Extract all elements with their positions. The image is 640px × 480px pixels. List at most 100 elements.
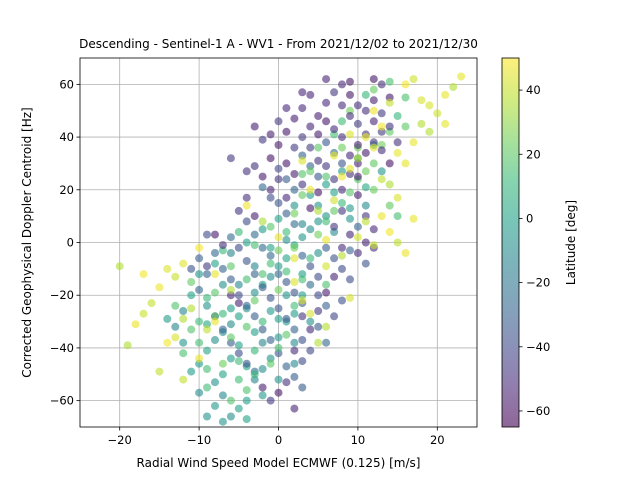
data-point — [298, 220, 307, 229]
data-point — [298, 104, 307, 113]
data-point — [211, 288, 219, 297]
data-point — [226, 354, 235, 363]
data-point — [274, 388, 283, 397]
data-point — [274, 175, 283, 184]
data-point — [306, 185, 315, 194]
colorbar-tick-label: −40 — [526, 340, 550, 354]
y-tick-label: −60 — [50, 394, 74, 408]
data-point — [369, 241, 378, 250]
data-point — [322, 288, 331, 297]
data-point — [306, 346, 315, 355]
data-point — [290, 404, 299, 413]
x-axis-label: Radial Wind Speed Model ECMWF (0.125) [m… — [137, 456, 421, 470]
data-point — [369, 225, 378, 234]
data-point — [218, 241, 227, 250]
data-point — [449, 83, 458, 91]
data-point — [322, 180, 331, 189]
data-point — [338, 243, 346, 252]
data-point — [218, 391, 227, 400]
data-point — [417, 96, 426, 105]
data-point — [123, 341, 132, 350]
data-point — [369, 106, 378, 115]
data-point — [282, 378, 291, 387]
data-point — [274, 270, 283, 279]
data-point — [282, 159, 291, 168]
data-point — [187, 264, 196, 273]
data-point — [306, 262, 315, 271]
y-tick-label: 60 — [59, 77, 74, 91]
data-point — [353, 141, 362, 149]
data-point — [314, 112, 323, 120]
data-point — [211, 270, 219, 279]
data-point — [322, 162, 331, 171]
data-point — [187, 325, 196, 334]
data-point — [226, 320, 235, 329]
y-tick-label: −20 — [50, 288, 74, 302]
data-point — [282, 278, 291, 286]
y-tick-label: 20 — [59, 183, 74, 197]
data-point — [211, 317, 219, 326]
data-point — [377, 212, 386, 221]
data-point — [346, 293, 354, 302]
data-point — [361, 148, 370, 157]
data-point — [314, 143, 323, 152]
data-point — [306, 167, 315, 176]
data-point — [266, 193, 275, 202]
data-point — [338, 143, 346, 152]
data-point — [346, 275, 354, 284]
data-point — [274, 262, 283, 271]
data-point — [226, 396, 235, 405]
data-point — [266, 259, 275, 268]
data-point — [195, 285, 204, 294]
data-point — [298, 180, 307, 189]
data-point — [330, 222, 339, 231]
data-point — [266, 307, 275, 315]
data-point — [353, 119, 362, 128]
data-point — [385, 77, 394, 86]
data-point — [322, 172, 331, 181]
data-point — [218, 417, 227, 426]
data-point — [258, 325, 267, 334]
data-point — [234, 228, 243, 236]
data-point — [131, 320, 140, 329]
data-point — [282, 228, 291, 236]
data-point — [353, 101, 362, 110]
data-point — [338, 264, 346, 273]
data-point — [258, 338, 267, 347]
colorbar-tick-label: 20 — [526, 147, 541, 161]
data-point — [290, 325, 299, 334]
data-point — [266, 396, 275, 405]
data-point — [203, 301, 211, 310]
data-point — [218, 264, 227, 273]
x-tick-label: 0 — [275, 433, 282, 447]
data-point — [369, 85, 378, 94]
data-point — [346, 151, 354, 160]
data-point — [250, 328, 259, 337]
data-point — [171, 272, 180, 281]
data-point — [401, 159, 410, 168]
data-point — [274, 246, 283, 255]
data-point — [361, 238, 370, 247]
data-point — [361, 133, 370, 142]
data-point — [330, 88, 339, 97]
data-point — [290, 170, 299, 178]
data-point — [369, 143, 378, 152]
data-point — [353, 222, 362, 231]
data-point — [242, 193, 251, 202]
data-point — [290, 209, 299, 218]
data-point — [385, 180, 394, 189]
data-point — [322, 117, 331, 126]
data-point — [171, 333, 180, 342]
chart-title: Descending - Sentinel-1 A - WV1 - From 2… — [79, 37, 478, 51]
data-point — [353, 154, 362, 163]
data-point — [139, 309, 148, 318]
data-point — [314, 217, 323, 226]
data-point — [282, 330, 291, 339]
data-point — [258, 383, 267, 392]
data-point — [242, 322, 251, 331]
data-point — [171, 322, 180, 331]
data-point — [234, 357, 243, 366]
y-tick-label: 0 — [67, 236, 74, 250]
data-point — [338, 251, 346, 260]
data-point — [195, 254, 204, 263]
